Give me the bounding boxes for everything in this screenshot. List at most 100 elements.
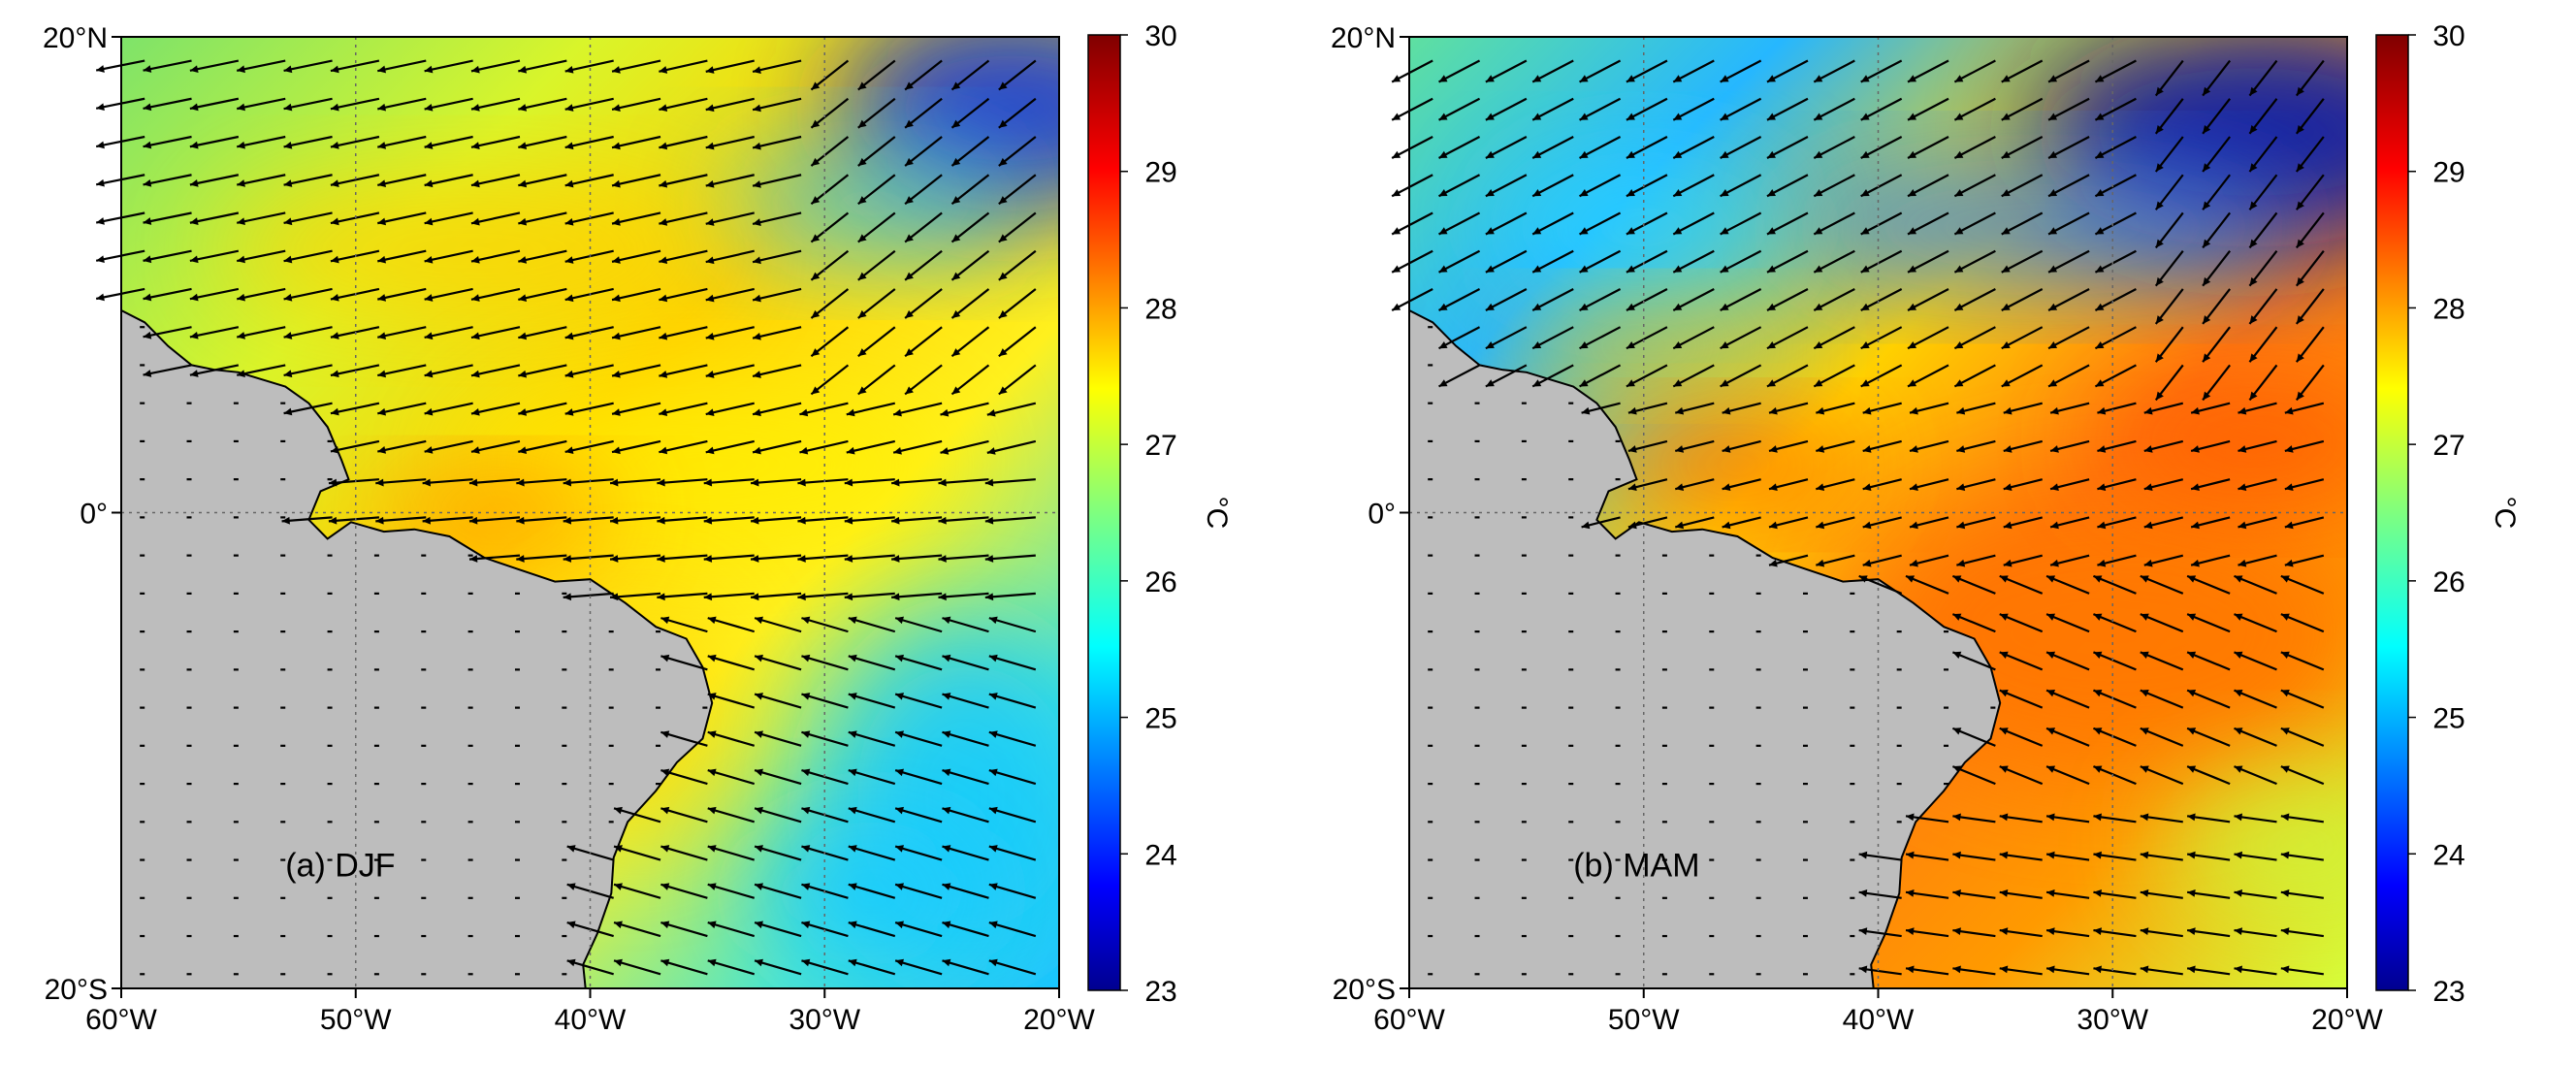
wind-vector-head: [1999, 927, 2009, 936]
wind-vector-head: [2046, 575, 2056, 583]
wind-vector: [659, 249, 708, 264]
wind-vector-head: [1862, 406, 1872, 415]
wind-vector-head: [844, 593, 853, 601]
wind-vector-head: [96, 141, 105, 149]
wind-vector-head: [375, 516, 384, 525]
wind-vector-head: [1952, 851, 1961, 859]
wind-vector: [283, 287, 333, 301]
wind-vector-head: [2249, 391, 2258, 401]
wind-vector: [848, 730, 896, 747]
wind-vector-head: [330, 294, 339, 302]
wind-vector: [988, 769, 1037, 786]
wind-vector-head: [707, 730, 717, 738]
wind-vector: [754, 845, 802, 861]
wind-vector-head: [811, 234, 821, 242]
wind-vector-head: [2280, 727, 2290, 735]
wind-vector-head: [2296, 276, 2304, 286]
wind-vector-head: [1438, 113, 1448, 120]
wind-vector-head: [753, 66, 761, 74]
wind-vector: [470, 364, 521, 377]
wind-vector-head: [660, 654, 670, 662]
colorbar-tick-label: 26: [2432, 566, 2464, 598]
wind-vector-head: [811, 157, 821, 167]
wind-vector-head: [470, 179, 480, 188]
wind-vector-head: [1532, 75, 1542, 82]
wind-vector-head: [1814, 379, 1823, 387]
wind-vector-head: [1814, 303, 1823, 310]
wind-vector: [660, 845, 708, 861]
wind-vector: [468, 516, 521, 523]
wind-vector-head: [2046, 765, 2056, 773]
wind-vector: [705, 211, 755, 225]
wind-vector-head: [1626, 265, 1635, 273]
wind-vector: [988, 807, 1037, 824]
wind-vector: [752, 249, 802, 264]
wind-vector-head: [2050, 406, 2059, 415]
wind-vector-head: [564, 217, 574, 226]
wind-vector-head: [753, 218, 761, 226]
wind-vector: [564, 59, 614, 73]
colorbar-tick-label: 26: [1144, 566, 1176, 598]
wind-vector-head: [1999, 813, 2009, 822]
wind-vector: [518, 211, 567, 225]
x-tick-label: 50°W: [1608, 1004, 1680, 1036]
wind-vector-head: [2296, 239, 2304, 248]
wind-vector-head: [516, 555, 525, 563]
x-tick-label: 30°W: [789, 1004, 860, 1036]
wind-vector: [377, 364, 427, 377]
wind-vector: [801, 617, 849, 633]
wind-vector-head: [189, 370, 199, 377]
wind-vector-head: [424, 294, 434, 302]
wind-vector-head: [755, 616, 763, 625]
wind-vector: [844, 554, 895, 561]
wind-vector-head: [895, 921, 905, 929]
wind-vector: [988, 617, 1037, 633]
wind-vector-head: [330, 142, 339, 149]
wind-vector: [470, 174, 521, 187]
wind-vector-head: [1952, 651, 1962, 660]
wind-vector-head: [1532, 303, 1542, 310]
wind-vector-head: [707, 958, 717, 967]
wind-vector: [942, 769, 989, 786]
cool-west: [1497, 159, 1789, 296]
wind-vector: [377, 402, 427, 415]
wind-vector-head: [988, 845, 998, 853]
colorbar-unit: °C: [2489, 497, 2521, 530]
wind-vector-head: [424, 255, 434, 264]
wind-vector: [143, 326, 192, 339]
wind-vector-head: [1862, 445, 1872, 453]
wind-vector: [942, 617, 989, 633]
wind-vector-head: [942, 883, 951, 890]
wind-vector: [707, 807, 756, 824]
wind-vector-head: [657, 516, 665, 525]
wind-vector: [613, 883, 661, 899]
wind-vector: [283, 326, 333, 339]
wind-vector-head: [564, 256, 574, 264]
wind-vector: [707, 655, 756, 671]
wind-vector: [611, 135, 661, 149]
wind-vector-head: [2284, 521, 2294, 530]
wind-vector: [564, 211, 614, 225]
wind-vector: [611, 211, 661, 225]
wind-vector-head: [1999, 727, 2009, 735]
y-tick-label: 20°S: [1333, 974, 1396, 1006]
wind-vector: [468, 554, 521, 561]
wind-vector-head: [1720, 150, 1729, 159]
wind-vector: [424, 59, 473, 73]
wind-vector-head: [1910, 559, 1918, 567]
wind-vector-head: [2001, 303, 2011, 310]
wind-vector-head: [1579, 379, 1589, 387]
wind-vector-head: [1999, 651, 2009, 660]
colorbar-tick-label: 28: [2432, 293, 2464, 325]
wind-vector: [330, 439, 380, 453]
wind-vector-head: [1532, 340, 1542, 349]
wind-vector-head: [1766, 150, 1776, 159]
wind-vector: [518, 402, 567, 415]
wind-vector-head: [2203, 315, 2211, 324]
wind-vector: [703, 554, 755, 561]
wind-vector-head: [1952, 765, 1962, 773]
wind-vector-head: [848, 616, 857, 625]
wind-vector: [564, 249, 614, 263]
wind-vector-head: [753, 333, 761, 340]
wind-vector-head: [610, 555, 619, 563]
